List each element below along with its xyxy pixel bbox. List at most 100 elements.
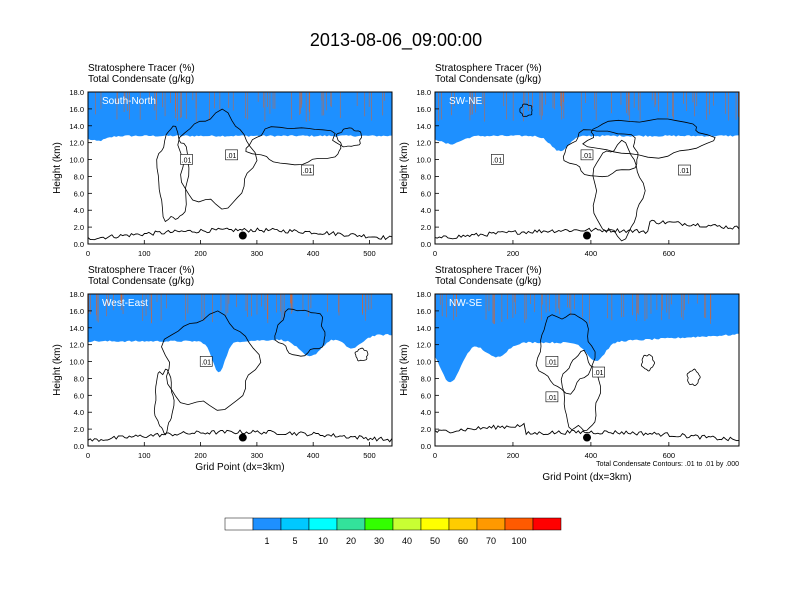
plot-frame (87, 91, 393, 245)
tracer-band-10 (435, 294, 739, 383)
terrain-line (87, 429, 393, 443)
colorbar-label: 70 (486, 536, 496, 546)
colorbar-swatch (504, 517, 534, 531)
panel-header-condensate: Total Condensate (g/kg) (435, 74, 541, 85)
y-tick-label: 12.0 (416, 139, 431, 148)
plot-frame (434, 91, 740, 245)
contour-label: .01 (201, 359, 211, 366)
panel-header-tracer: Stratosphere Tracer (%) (435, 265, 542, 276)
panel-name: SW-NE (449, 96, 482, 107)
tracer-band-10 (435, 92, 739, 152)
y-tick-label: 4.0 (421, 206, 431, 215)
colorbar-label: 50 (430, 536, 440, 546)
contour-label: .01 (182, 157, 192, 164)
condensate-contour (153, 368, 175, 436)
colorbar-swatch (308, 517, 338, 531)
condensate-contour (560, 349, 602, 432)
tracer-field (88, 92, 392, 244)
plot-frame (87, 293, 393, 447)
y-tick-label: 6.0 (421, 391, 431, 400)
contour-label: .01 (303, 168, 313, 175)
x-tick-label: 500 (363, 249, 376, 258)
colorbar-swatch (532, 517, 562, 531)
colorbar-label: 10 (318, 536, 328, 546)
panel-header-condensate: Total Condensate (g/kg) (435, 276, 541, 287)
condensate-contours (153, 308, 369, 436)
x-axis-label: Grid Point (dx=3km) (542, 472, 631, 483)
condensate-contour (245, 126, 342, 166)
y-tick-label: 12.0 (416, 341, 431, 350)
y-axis-label: Height (km) (52, 344, 63, 396)
y-tick-label: 2.0 (421, 223, 431, 232)
terrain-line (434, 422, 740, 442)
y-axis-label: Height (km) (399, 142, 410, 194)
panel-south-north: Stratosphere Tracer (%)Total Condensate … (52, 63, 393, 258)
contour-label: .01 (680, 168, 690, 175)
y-tick-label: 4.0 (74, 408, 84, 417)
y-tick-label: 8.0 (74, 374, 84, 383)
x-tick-label: 0 (433, 249, 437, 258)
colorbar-swatch (224, 517, 254, 531)
y-tick-label: 2.0 (421, 425, 431, 434)
terrain-line (87, 227, 393, 241)
x-tick-label: 200 (194, 451, 207, 460)
condensate-contour (582, 118, 716, 159)
plot-frame (434, 293, 740, 447)
y-tick-label: 10.0 (416, 156, 431, 165)
contour-note: Total Condensate Contours: .01 to .01 by… (596, 461, 739, 468)
contour-label-box (225, 149, 238, 161)
contour-label: .01 (227, 153, 237, 160)
colorbar-label: 60 (458, 536, 468, 546)
condensate-contour (161, 310, 262, 411)
contour-label-box (545, 356, 559, 367)
location-marker (583, 433, 591, 442)
x-tick-label: 100 (138, 451, 151, 460)
colorbar: 1 5 10 20 30 40 50 60 70 100 (224, 517, 562, 546)
condensate-contour (640, 354, 655, 372)
contour-label-box (491, 154, 504, 165)
x-tick-label: 200 (507, 451, 520, 460)
y-tick-label: 14.0 (69, 324, 84, 333)
y-tick-label: 10.0 (69, 358, 84, 367)
y-tick-label: 16.0 (69, 307, 84, 316)
x-tick-label: 0 (86, 249, 90, 258)
panel-header-tracer: Stratosphere Tracer (%) (88, 63, 195, 74)
y-tick-label: 16.0 (416, 307, 431, 316)
panel-name: NW-SE (449, 298, 482, 309)
contour-label-box (580, 149, 594, 161)
x-tick-label: 0 (433, 451, 437, 460)
y-tick-label: 6.0 (74, 391, 84, 400)
page-title: 2013-08-06_09:00:00 (309, 30, 483, 50)
x-tick-label: 400 (585, 451, 598, 460)
panel-name: West-East (102, 298, 148, 309)
condensate-contour (519, 103, 533, 117)
y-tick-label: 16.0 (416, 105, 431, 114)
panel-header-tracer: Stratosphere Tracer (%) (435, 63, 542, 74)
contour-label-box (678, 164, 691, 176)
y-tick-label: 10.0 (69, 156, 84, 165)
location-marker (583, 231, 591, 240)
colorbar-swatch (476, 517, 506, 531)
condensate-contours (535, 313, 701, 432)
tracer-field (88, 294, 392, 446)
contour-label: .01 (547, 395, 557, 402)
y-axis-label: Height (km) (52, 142, 63, 194)
y-tick-label: 14.0 (416, 122, 431, 131)
colorbar-swatch (336, 517, 366, 531)
y-tick-label: 0.0 (421, 240, 431, 249)
y-tick-label: 2.0 (74, 223, 84, 232)
panel-header-tracer: Stratosphere Tracer (%) (88, 265, 195, 276)
y-tick-label: 14.0 (69, 122, 84, 131)
panel-nw-se: Stratosphere Tracer (%)Total Condensate … (399, 265, 740, 483)
panel-name: South-North (102, 96, 156, 107)
x-tick-label: 300 (251, 451, 264, 460)
colorbar-swatch (252, 517, 282, 531)
colorbar-label: 1 (264, 536, 269, 546)
condensate-contour (592, 139, 646, 242)
y-tick-label: 6.0 (74, 189, 84, 198)
x-tick-label: 500 (363, 451, 376, 460)
y-tick-label: 4.0 (421, 408, 431, 417)
y-tick-label: 0.0 (421, 442, 431, 451)
colorbar-label: 20 (346, 536, 356, 546)
